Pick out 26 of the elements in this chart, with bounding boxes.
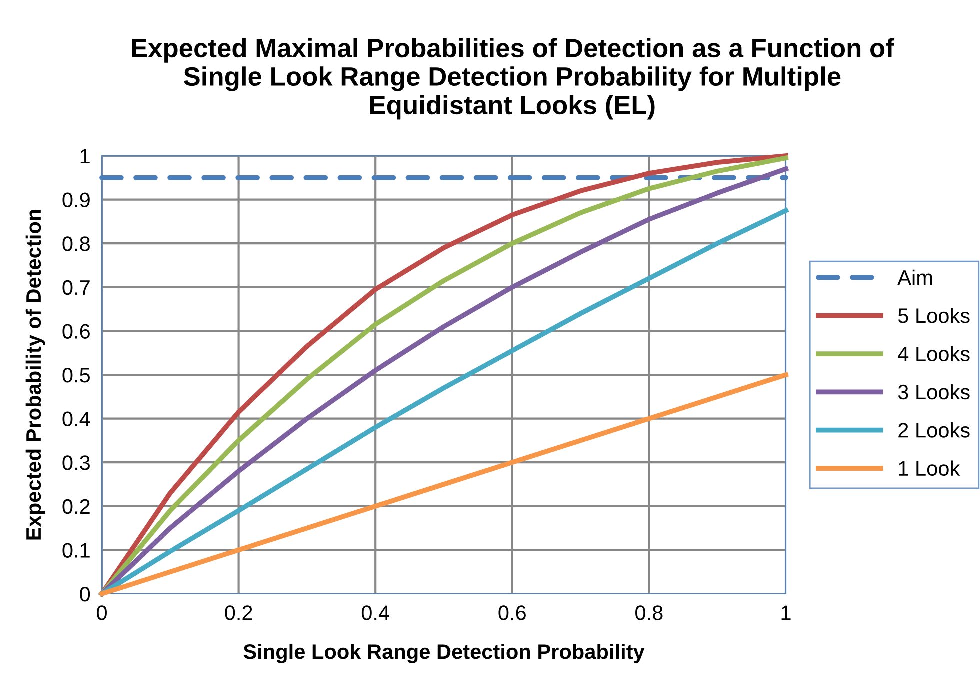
y-tick-label: 0.9 <box>62 192 90 208</box>
y-axis-title: Expected Probability of Detection <box>26 210 46 540</box>
chart-title: Expected Maximal Probabilities of Detection as a Function of Single Look Range Detection Probability for Multiple Equidistant Looks (EL) <box>132 38 894 120</box>
x-tick-label: 0.2 <box>225 606 252 620</box>
x-tick-label: 1 <box>782 606 791 620</box>
y-tick-label: 0.1 <box>62 543 90 558</box>
y-tick-label: 0 <box>80 587 90 602</box>
x-tick-label: 0 <box>97 606 107 620</box>
legend-label: 1 Look <box>899 460 960 476</box>
x-tick-label: 0.8 <box>636 606 663 620</box>
y-tick-label: 0.2 <box>62 499 90 514</box>
y-tick-label: 0.6 <box>62 324 90 339</box>
y-tick-label: 0.7 <box>62 280 90 296</box>
x-tick-label: 0.4 <box>362 606 390 620</box>
legend-label: 3 Looks <box>898 384 970 400</box>
y-tick-label: 0.4 <box>62 412 90 427</box>
x-axis-title: Single Look Range Detection Probability <box>244 644 645 664</box>
legend-label: 4 Looks <box>898 346 970 362</box>
x-tick-label: 0.6 <box>498 606 526 620</box>
legend-label: Aim <box>898 270 932 285</box>
legend-label: 5 Looks <box>898 308 970 324</box>
y-tick-label: 0.3 <box>62 456 90 470</box>
y-tick-label: 0.8 <box>62 236 90 252</box>
legend-label: 2 Looks <box>898 422 970 438</box>
y-tick-label: 1 <box>80 149 90 164</box>
y-tick-label: 0.5 <box>62 368 90 383</box>
